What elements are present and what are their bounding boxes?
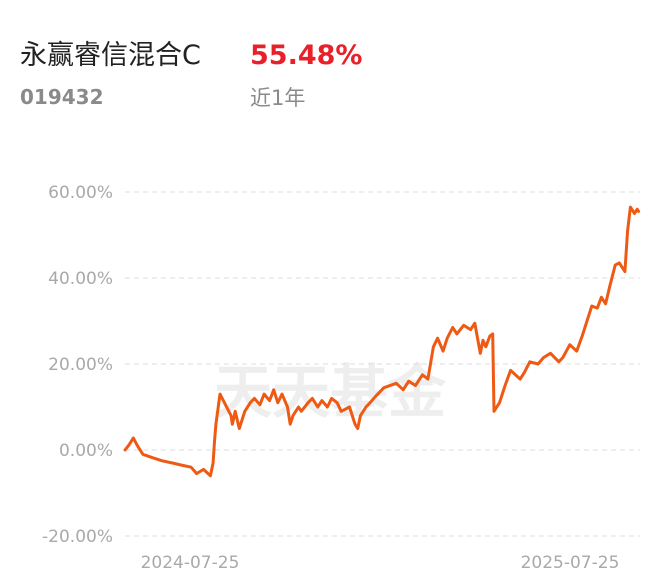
fund-name: 永赢睿信混合C (20, 40, 201, 71)
fund-return-value: 55.48% (250, 40, 363, 71)
x-axis-labels: 2024-07-25 2025-07-25 (141, 553, 620, 573)
x-tick-label: 2025-07-25 (521, 553, 620, 573)
y-axis-labels: -20.00% 0.00% 20.00% 40.00% 60.00% (42, 183, 113, 547)
fund-code: 019432 (20, 85, 104, 109)
y-tick-label: 60.00% (48, 183, 113, 203)
y-tick-label: -20.00% (42, 527, 113, 547)
series-line (123, 205, 641, 478)
return-chart[interactable]: 天天基金 -20.00% 0.00% 20.00% 40.00% 60.00% 2024… (0, 160, 660, 585)
grid-layer (125, 191, 640, 537)
fund-header: 永赢睿信混合C 55.48% 019432 近1年 (20, 38, 640, 118)
watermark-text: 天天基金 (214, 358, 447, 426)
series-layer (123, 205, 641, 478)
y-tick-label: 0.00% (59, 441, 113, 461)
y-tick-label: 20.00% (48, 355, 113, 375)
x-tick-label: 2024-07-25 (141, 553, 240, 573)
period-label[interactable]: 近1年 (250, 86, 306, 110)
y-tick-label: 40.00% (48, 269, 113, 289)
return-chart-svg: 天天基金 -20.00% 0.00% 20.00% 40.00% 60.00% 2024… (42, 183, 641, 573)
